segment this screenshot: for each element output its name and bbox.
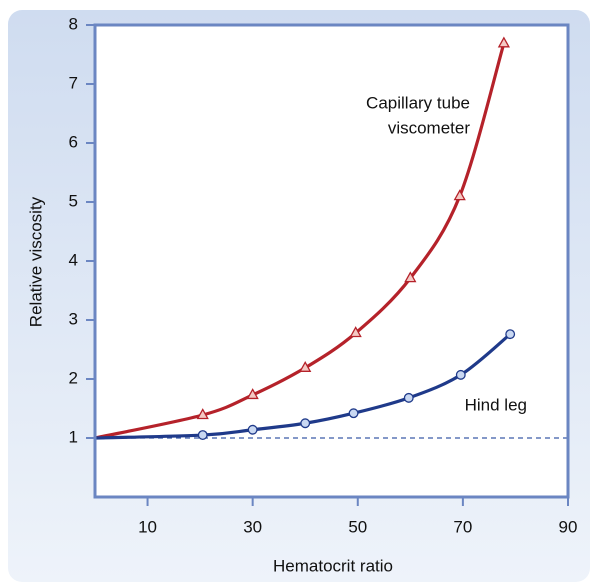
y-tick-label: 4: [69, 250, 78, 269]
triangle-marker: [246, 388, 259, 400]
x-tick-label: 30: [243, 517, 262, 536]
series-label: Hind leg: [465, 395, 527, 414]
y-tick-label: 1: [69, 427, 78, 446]
y-tick-label: 3: [69, 309, 78, 328]
x-tick-label: 90: [559, 517, 578, 536]
circle-marker: [300, 418, 311, 429]
circle-marker: [348, 408, 359, 419]
x-axis-label: Hematocrit ratio: [273, 556, 393, 575]
triangle-marker: [497, 36, 510, 48]
circle-marker: [505, 329, 516, 340]
y-tick-label: 5: [69, 191, 78, 210]
y-tick-label: 8: [69, 14, 78, 33]
series-label: Capillary tube: [366, 93, 470, 112]
x-tick-label: 50: [348, 517, 367, 536]
triangle-marker: [453, 189, 466, 201]
triangle-marker: [349, 326, 362, 338]
y-tick-label: 2: [69, 368, 78, 387]
plot-frame: [93, 23, 570, 499]
x-tick-label: 70: [453, 517, 472, 536]
y-tick-label: 6: [69, 132, 78, 151]
circle-marker: [455, 369, 466, 380]
y-axis-label: Relative viscosity: [26, 196, 45, 327]
circle-marker: [197, 430, 208, 441]
x-tick-label: 10: [138, 517, 157, 536]
plot-area: [95, 25, 568, 497]
circle-marker: [247, 424, 258, 435]
circle-marker: [403, 392, 414, 403]
triangle-marker: [196, 408, 209, 420]
triangle-marker: [404, 271, 417, 283]
y-tick-label: 7: [69, 73, 78, 92]
triangle-marker: [299, 360, 312, 372]
series-label: viscometer: [388, 118, 471, 137]
